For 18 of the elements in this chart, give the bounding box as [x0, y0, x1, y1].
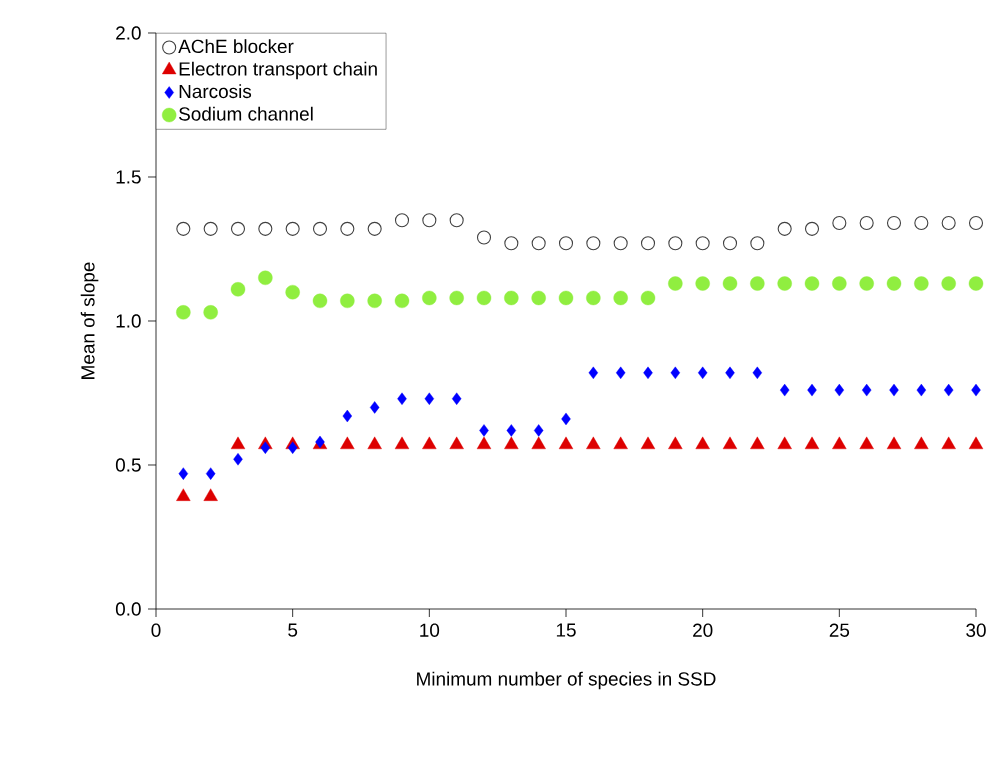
- y-tick-label: 1.0: [116, 314, 141, 328]
- y-axis-title: Mean of slope: [80, 262, 99, 379]
- x-tick-label: 10: [420, 623, 440, 637]
- legend-label: Narcosis: [179, 84, 252, 99]
- y-tick-label: 0.0: [115, 602, 141, 616]
- legend-label: Electron transport chain: [179, 61, 377, 80]
- x-tick-label: 15: [556, 623, 576, 637]
- legend-label: AChE blocker: [178, 39, 294, 54]
- legend-label: Sodium channel: [179, 106, 313, 121]
- x-tick-label: 20: [693, 623, 713, 637]
- x-tick-label: 0: [151, 623, 161, 637]
- x-tick-label: 5: [288, 623, 298, 637]
- x-axis-title: Minimum number of species in SSD: [417, 671, 716, 690]
- y-tick-label: 2.0: [116, 26, 141, 40]
- y-tick-label: 0.5: [115, 458, 141, 472]
- y-tick-label: 1.5: [116, 170, 141, 184]
- x-tick-label: 25: [829, 623, 850, 637]
- x-tick-label: 30: [966, 623, 986, 637]
